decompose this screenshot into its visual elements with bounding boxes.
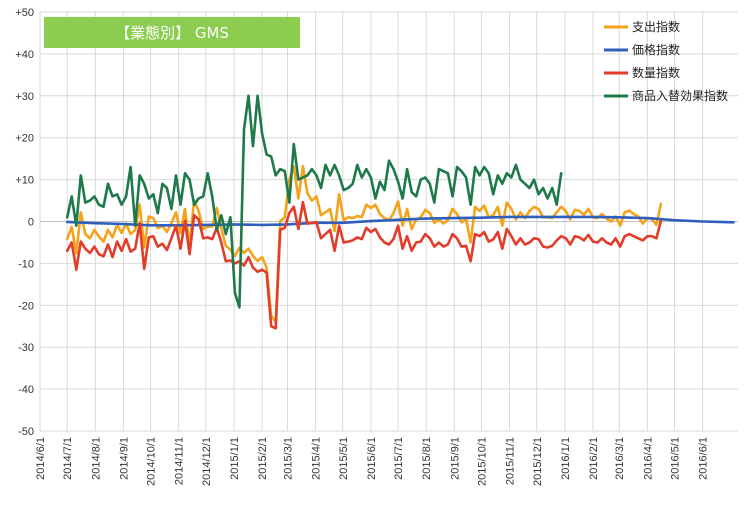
series-line [65, 215, 735, 227]
x-tick-label: 2016/3/1 [614, 437, 626, 480]
chart-title: 【業態別】 GMS [115, 24, 229, 42]
x-tick-label: 2014/9/1 [118, 437, 130, 480]
series-lines [65, 94, 735, 330]
legend-label: 商品入替効果指数 [632, 88, 728, 103]
x-tick-label: 2015/3/1 [282, 437, 294, 480]
x-tick-label: 2015/12/1 [532, 437, 544, 486]
x-tick-label: 2016/5/1 [670, 437, 682, 480]
x-tick-label: 2015/1/1 [229, 437, 241, 480]
chart-title-box: 【業態別】 GMS [44, 17, 300, 48]
x-tick-label: 2014/6/1 [35, 437, 47, 480]
y-tick-label: +50 [15, 7, 34, 19]
y-tick-label: -40 [18, 384, 34, 396]
x-tick-label: 2015/10/1 [476, 437, 488, 486]
y-tick-label: -20 [18, 300, 34, 312]
legend-label: 支出指数 [632, 19, 680, 34]
y-tick-label: -30 [18, 342, 34, 354]
x-tick-label: 2014/11/1 [174, 437, 186, 485]
x-tick-label: 2015/4/1 [311, 437, 323, 480]
x-tick-label: 2015/8/1 [421, 437, 433, 480]
x-tick-label: 2016/2/1 [588, 437, 600, 480]
x-tick-label: 2014/10/1 [146, 437, 158, 486]
x-tick-label: 2014/7/1 [62, 437, 74, 480]
y-tick-label: +40 [15, 49, 34, 61]
x-tick-label: 2014/12/1 [201, 437, 213, 486]
x-tick-label: 2016/1/1 [560, 437, 572, 480]
y-tick-label: 0 [28, 217, 34, 229]
x-tick-label: 2015/9/1 [449, 437, 461, 480]
legend-label: 数量指数 [632, 65, 680, 80]
x-tick-label: 2015/2/1 [257, 437, 269, 480]
x-tick-label: 2015/5/1 [338, 437, 350, 480]
y-tick-label: +30 [15, 91, 34, 103]
x-tick-label: 2015/7/1 [393, 437, 405, 480]
y-tick-label: +10 [15, 175, 34, 187]
x-axis: 2014/6/1 2014/7/1 2014/8/1 2014/9/1 2014/10/… [35, 437, 710, 486]
x-tick-label: 2015/6/1 [366, 437, 378, 480]
series-line [65, 164, 663, 324]
x-tick-label: 2015/11/1 [505, 437, 517, 485]
series-line [65, 94, 563, 309]
series-line [65, 200, 663, 330]
legend-label: 価格指数 [632, 42, 680, 57]
x-tick-label: 2016/4/1 [642, 437, 654, 480]
y-tick-label: -50 [18, 426, 34, 438]
x-tick-label: 2016/6/1 [698, 437, 710, 480]
y-tick-label: -10 [18, 258, 34, 270]
y-axis: +50 +40 +30 +20 +10 0 -10 -20 -30 -40 -50 [15, 7, 34, 438]
y-tick-label: +20 [15, 133, 34, 145]
x-tick-label: 2014/8/1 [90, 437, 102, 480]
